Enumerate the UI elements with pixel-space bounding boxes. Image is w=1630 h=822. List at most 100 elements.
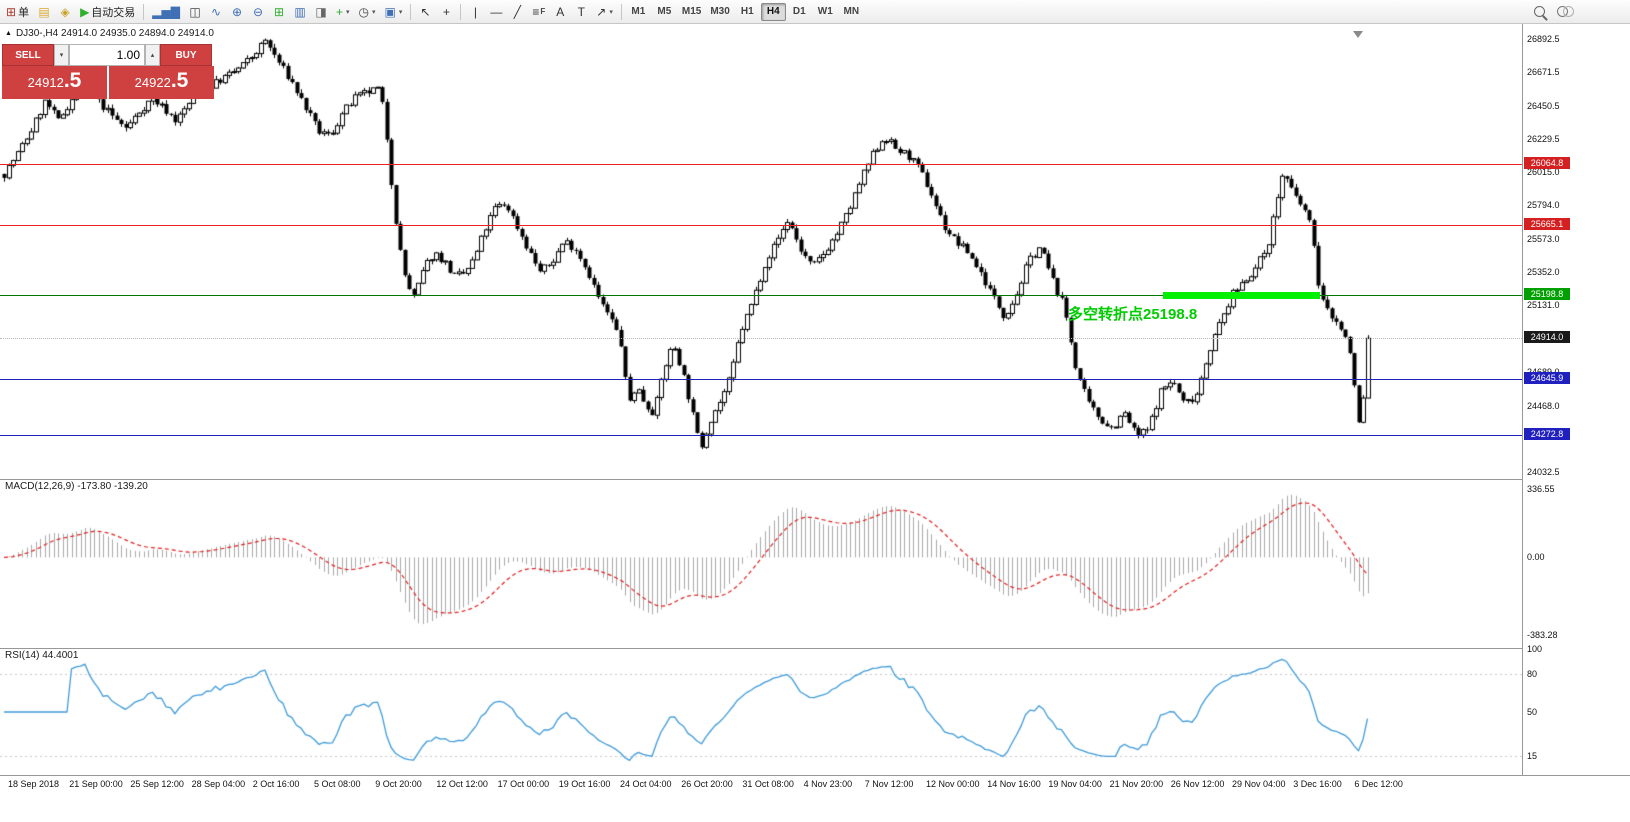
auto-arrange-button[interactable]: ▥	[290, 2, 310, 22]
time-axis-label: 2 Oct 16:00	[252, 779, 300, 789]
time-axis-label: 25 Sep 12:00	[130, 779, 184, 789]
buy-price-frac: .5	[170, 69, 189, 92]
timeframe-w1-button[interactable]: W1	[813, 3, 838, 21]
caret-down-icon: ▾	[398, 8, 403, 16]
toolbar-separator	[460, 3, 462, 20]
horizontal-line-tool-button[interactable]: —	[486, 2, 506, 22]
macd-panel-canvas[interactable]	[0, 480, 1522, 647]
panel-separator[interactable]	[0, 648, 1630, 649]
timeframe-mn-button[interactable]: MN	[839, 3, 864, 21]
search-icon[interactable]	[1534, 6, 1545, 17]
text-tool-button[interactable]: A	[550, 2, 570, 22]
order-icon: ⊞	[6, 4, 17, 19]
add-indicator-button[interactable]: + ▾	[332, 2, 354, 22]
favorites-button[interactable]: ◈	[55, 2, 75, 22]
time-axis-label: 6 Dec 12:00	[1354, 779, 1403, 789]
fibonacci-icon-sub: F	[540, 7, 546, 16]
timeframe-m30-button[interactable]: M30	[706, 3, 733, 21]
resistance-line-26064-badge: 26064.8	[1524, 157, 1570, 170]
label-tool-button[interactable]: T	[571, 2, 591, 22]
line-chart-icon: ∿	[210, 4, 222, 19]
chart-window-button[interactable]: ▤	[34, 2, 54, 22]
trendline-tool-button[interactable]: ╱	[507, 2, 527, 22]
trade-panel-controls: SELL ▾ ▴ BUY	[2, 44, 214, 66]
caret-down-icon: ▾	[609, 8, 613, 16]
time-axis[interactable]: 18 Sep 2018 21 Sep 00:00 25 Sep 12:00 28 Se…	[0, 776, 1630, 822]
price-axis-tick: 50	[1527, 707, 1538, 717]
symbol-ohlc-text: DJ30-,H4 24914.0 24935.0 24894.0 24914.0	[15, 28, 214, 39]
time-axis-label: 29 Nov 04:00	[1232, 779, 1286, 789]
fibonacci-tool-button[interactable]: ≡ F	[528, 2, 549, 22]
auto-trading-button[interactable]: ▶ 自动交易	[76, 2, 139, 22]
timeframe-m15-button[interactable]: M15	[678, 3, 705, 21]
time-axis-label: 12 Oct 12:00	[436, 779, 488, 789]
toolbar-separator	[410, 3, 412, 20]
price-axis-tick: 25573.0	[1527, 233, 1560, 244]
time-axis-label: 26 Oct 20:00	[681, 779, 733, 789]
time-axis-label: 21 Sep 00:00	[69, 779, 123, 789]
tile-windows-button[interactable]: ⊞	[269, 2, 289, 22]
rsi-label: RSI(14) 44.4001	[5, 650, 79, 661]
shapes-tool-button[interactable]: ↗ ▾	[592, 2, 617, 22]
buy-button[interactable]: BUY	[160, 44, 212, 66]
vertical-line-tool-button[interactable]: |	[465, 2, 485, 22]
zoom-out-icon: ⊖	[252, 4, 264, 19]
buy-price-box[interactable]: 24922.5	[109, 66, 214, 99]
chart-window-icon: ▤	[38, 4, 50, 19]
timeframe-m1-button[interactable]: M1	[626, 3, 651, 21]
volume-increase-button[interactable]: ▴	[145, 44, 160, 66]
pivot-line-25198-badge: 25198.8	[1524, 288, 1570, 301]
bars-style-button[interactable]: ▂▅▇	[148, 2, 184, 22]
rsi-panel-canvas[interactable]	[0, 649, 1522, 775]
price-axis-tick: 15	[1527, 751, 1538, 762]
timeframe-d1-button[interactable]: D1	[787, 3, 812, 21]
overlap-circles-icon[interactable]	[1557, 5, 1574, 17]
price-axis-tick: 24468.0	[1527, 400, 1560, 411]
crosshair-tool-button[interactable]: +	[436, 2, 456, 22]
crosshair-icon: +	[442, 4, 450, 19]
fibonacci-icon: ≡	[532, 4, 540, 19]
tile-windows-icon: ⊞	[273, 4, 285, 19]
time-axis-label: 9 Oct 20:00	[375, 779, 422, 789]
volume-decrease-button[interactable]: ▾	[54, 44, 69, 66]
arrange-icon: ▥	[294, 4, 306, 19]
volume-input[interactable]	[69, 44, 145, 66]
time-axis-label: 31 Oct 08:00	[742, 779, 794, 789]
price-axis-tick: 26450.5	[1527, 100, 1560, 111]
candlestick-style-button[interactable]: ◫	[185, 2, 205, 22]
support-line-24272-badge: 24272.8	[1524, 428, 1570, 441]
time-axis-label: 19 Oct 16:00	[558, 779, 611, 789]
price-axis-tick: 336.55	[1527, 483, 1555, 494]
new-order-button[interactable]: ⊞ 单	[2, 2, 33, 22]
cursor-tool-button[interactable]: ↖	[415, 2, 435, 22]
favorites-icon: ◈	[60, 4, 70, 19]
chart-shift-button[interactable]: ◨	[311, 2, 331, 22]
time-axis-label: 19 Nov 04:00	[1048, 779, 1102, 789]
candlestick-chart-canvas[interactable]	[0, 24, 1522, 479]
panel-separator[interactable]	[0, 479, 1630, 480]
sell-button[interactable]: SELL	[2, 44, 54, 66]
timeframe-m5-button[interactable]: M5	[652, 3, 677, 21]
timeframe-h4-button[interactable]: H4	[760, 2, 786, 21]
text-icon: A	[556, 4, 565, 19]
zoom-in-button[interactable]: ⊕	[227, 2, 247, 22]
time-axis-label: 28 Sep 04:00	[191, 779, 246, 789]
price-axis[interactable]: 26892.5 26671.5 26450.5 26229.5 26015.0 25794…	[1522, 24, 1630, 775]
templates-button[interactable]: ▣ ▾	[381, 2, 407, 22]
time-axis-label: 7 Nov 12:00	[864, 779, 914, 789]
new-order-button-label: 单	[18, 6, 30, 19]
resistance-line-25665-badge: 25665.1	[1524, 217, 1570, 230]
zoom-out-button[interactable]: ⊖	[248, 2, 268, 22]
line-style-button[interactable]: ∿	[206, 2, 226, 22]
periods-button[interactable]: ◷ ▾	[355, 2, 380, 22]
current-price-line-badge: 24914.0	[1524, 331, 1570, 344]
sell-price-box[interactable]: 24912.5	[2, 66, 107, 99]
auto-trading-button-label: 自动交易	[91, 6, 136, 19]
timeframe-h1-button[interactable]: H1	[735, 3, 760, 21]
price-axis-tick: 26892.5	[1527, 33, 1560, 44]
panel-separator[interactable]	[0, 775, 1630, 776]
arrow-shape-icon: ↗	[596, 4, 607, 19]
time-axis-label: 12 Nov 00:00	[926, 779, 980, 789]
label-icon: T	[577, 4, 585, 19]
time-axis-label: 24 Oct 04:00	[620, 779, 672, 789]
